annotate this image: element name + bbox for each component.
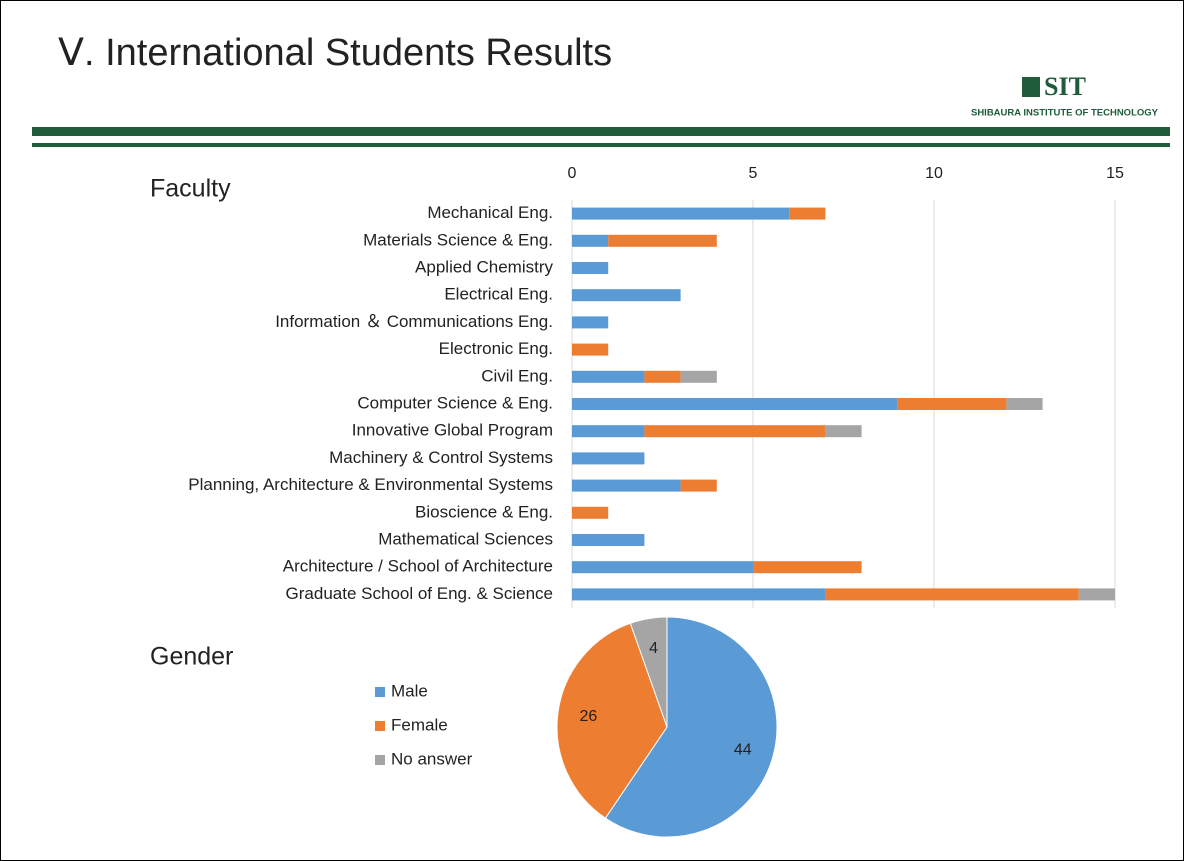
bar-segment <box>644 425 826 438</box>
bar-segment <box>572 343 609 356</box>
bar-segment <box>572 588 826 601</box>
y-tick-label: Electrical Eng. <box>444 285 553 304</box>
data-label: 26 <box>580 708 598 725</box>
bar-segment <box>608 234 717 247</box>
y-tick-label: Computer Science & Eng. <box>357 393 553 412</box>
bar-segment <box>572 234 609 247</box>
legend-swatch <box>375 687 385 697</box>
pie-slice <box>556 622 668 819</box>
legend-swatch <box>375 721 385 731</box>
logo: SIT <box>1044 72 1086 101</box>
y-tick-label: Civil Eng. <box>481 366 553 385</box>
bar-segment <box>680 370 717 383</box>
legend-label: No answer <box>391 749 473 768</box>
bar-segment <box>897 398 1007 410</box>
x-tick-label: 10 <box>925 165 943 182</box>
y-tick-label: Machinery & Control Systems <box>329 448 553 467</box>
chart-title: Gender <box>150 643 233 671</box>
y-tick-label: Graduate School of Eng. & Science <box>286 584 553 603</box>
bar-segment <box>572 425 645 438</box>
logo-icon <box>1022 77 1040 97</box>
bar-segment <box>572 561 753 574</box>
legend-swatch <box>375 755 385 765</box>
bar-segment <box>572 289 681 302</box>
legend-label: Male <box>391 681 428 700</box>
header-rule <box>32 127 1170 136</box>
bar-segment <box>825 425 862 438</box>
chart-title: Faculty <box>150 175 231 203</box>
bar-segment <box>825 588 1079 601</box>
pie-slice <box>604 616 778 838</box>
bar-segment <box>572 534 645 546</box>
bar-segment <box>1006 398 1043 410</box>
data-label: 4 <box>649 640 658 657</box>
logo-caption: SHIBAURA INSTITUTE OF TECHNOLOGY <box>971 108 1159 119</box>
y-tick-label: Bioscience & Eng. <box>415 502 553 521</box>
x-tick-label: 15 <box>1106 165 1124 182</box>
bar-segment <box>572 207 790 220</box>
y-tick-label: Planning, Architecture & Environmental S… <box>188 475 553 494</box>
y-tick-label: Mechanical Eng. <box>427 203 553 222</box>
bar-segment <box>572 506 609 519</box>
bar-segment <box>572 398 898 410</box>
x-tick-label: 5 <box>749 165 758 182</box>
data-label: 44 <box>734 741 752 758</box>
y-tick-label: Applied Chemistry <box>415 257 553 276</box>
x-tick-label: 0 <box>568 165 577 182</box>
y-tick-label: Information ＆ Communications Eng. <box>275 312 553 331</box>
header-rule-thin <box>32 143 1170 147</box>
bar-segment <box>644 370 681 383</box>
bar-segment <box>1078 588 1115 601</box>
legend-label: Female <box>391 715 448 734</box>
y-tick-label: Innovative Global Program <box>352 421 553 440</box>
y-tick-label: Electronic Eng. <box>439 339 553 358</box>
y-tick-label: Mathematical Sciences <box>378 529 553 548</box>
y-tick-label: Architecture / School of Architecture <box>283 557 553 576</box>
slide-title: Ⅴ. International Students Results <box>58 32 612 74</box>
pie-slice <box>629 616 668 728</box>
bar-segment <box>572 452 645 465</box>
bar-segment <box>753 561 862 574</box>
y-tick-label: Materials Science & Eng. <box>363 230 553 249</box>
bar-segment <box>680 479 717 492</box>
bar-segment <box>572 316 609 329</box>
bar-segment <box>572 479 681 492</box>
bar-segment <box>789 207 826 220</box>
bar-segment <box>572 370 645 383</box>
bar-segment <box>572 262 609 274</box>
